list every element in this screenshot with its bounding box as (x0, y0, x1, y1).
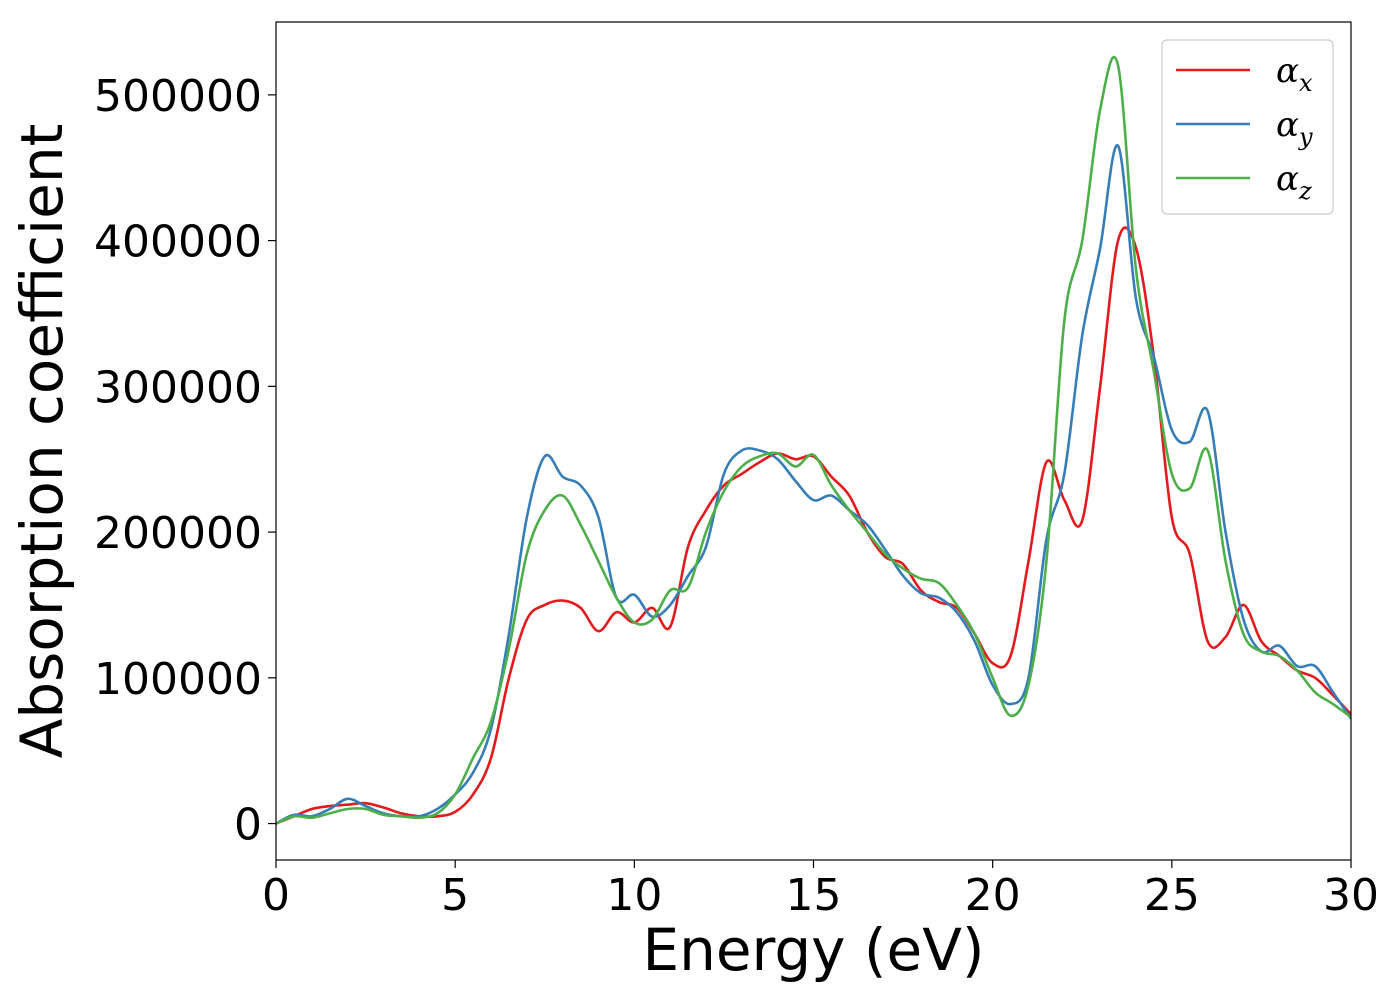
legend-label-x: αx (1276, 51, 1313, 97)
x-tick-label: 5 (441, 870, 469, 921)
y-axis: 0 100000 200000 300000 400000 500000 (94, 71, 276, 851)
x-axis: 0 5 10 15 20 25 30 (262, 860, 1379, 921)
x-tick-label: 0 (262, 870, 290, 921)
series-layer (276, 55, 1351, 825)
y-tick-label: 200000 (94, 508, 262, 559)
y-axis-label: Absorption coefficient (8, 124, 76, 759)
y-tick-label: 300000 (94, 362, 262, 413)
x-axis-label: Energy (eV) (642, 916, 984, 984)
y-tick-label: 0 (234, 800, 262, 851)
legend-label-z: αz (1276, 159, 1312, 205)
y-tick-label: 400000 (94, 217, 262, 268)
x-tick-label: 10 (606, 870, 662, 921)
legend-label-y: αy (1276, 105, 1313, 151)
series-line-y (276, 144, 1351, 825)
legend: αx αy αz (1161, 39, 1334, 215)
legend-box (1161, 39, 1334, 215)
x-tick-label: 25 (1144, 870, 1200, 921)
series-line-x (276, 226, 1351, 825)
x-tick-label: 20 (965, 870, 1021, 921)
x-tick-label: 15 (786, 870, 842, 921)
series-line-z (276, 55, 1351, 825)
y-tick-label: 100000 (94, 654, 262, 705)
y-tick-label: 500000 (94, 71, 262, 122)
x-tick-label: 30 (1323, 870, 1379, 921)
